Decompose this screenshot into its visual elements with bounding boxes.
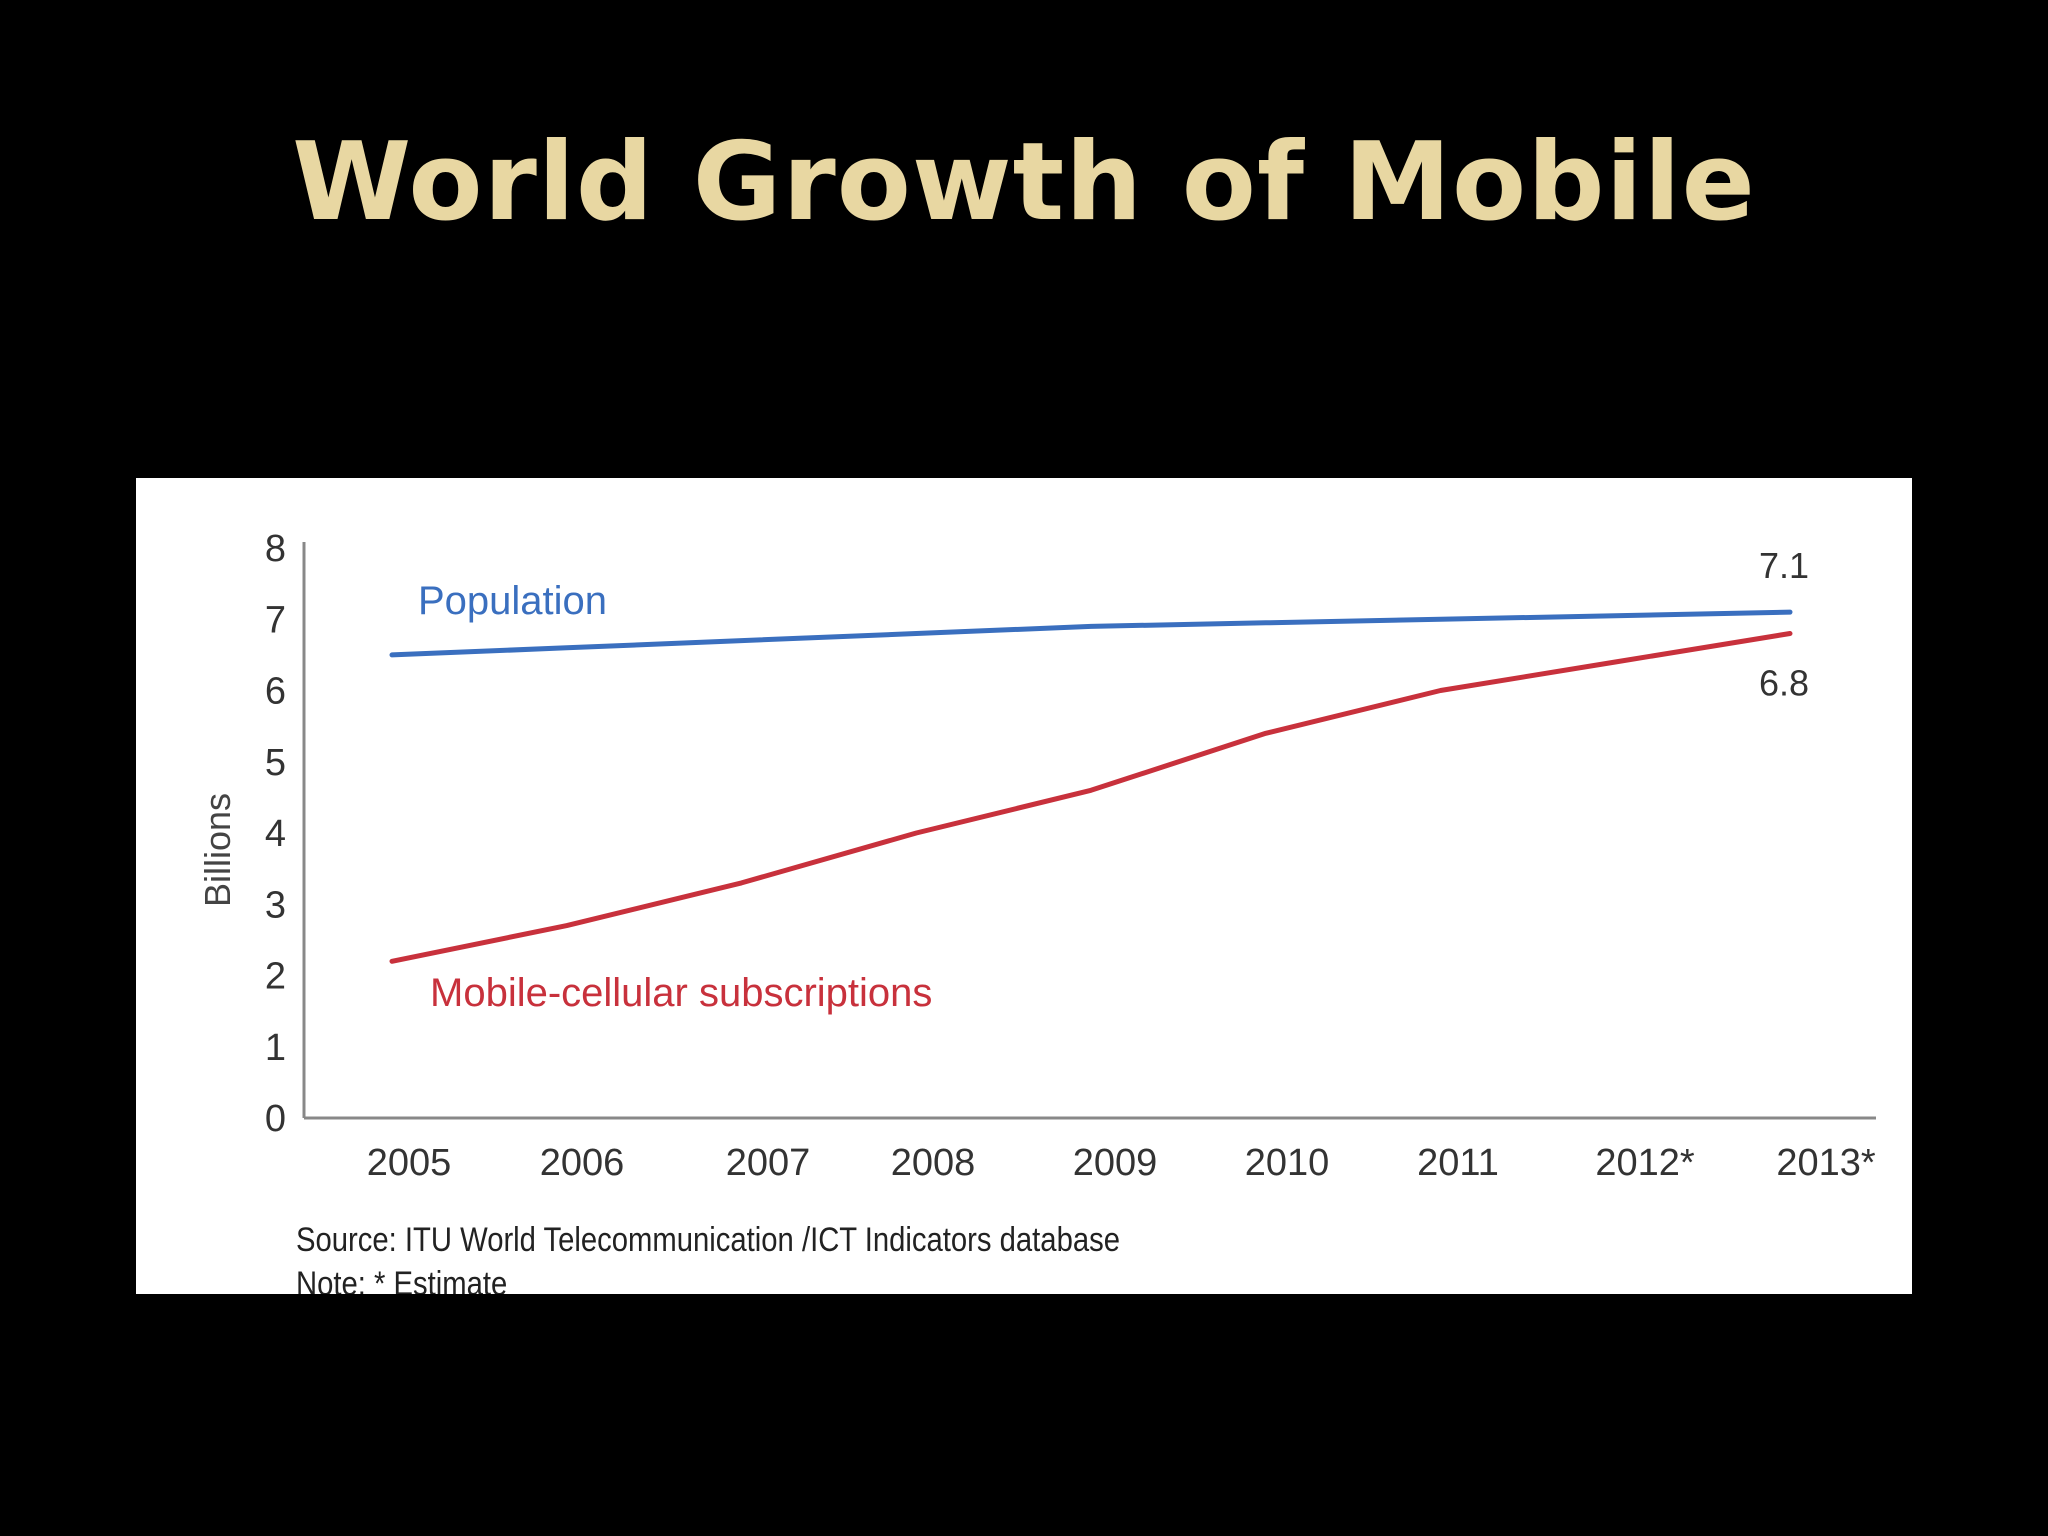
y-tick-label: 1 <box>265 1027 286 1069</box>
y-axis-title: Billions <box>197 793 238 907</box>
x-tick-label: 2006 <box>540 1142 625 1184</box>
population-line <box>389 609 1793 658</box>
x-tick-label: 2008 <box>891 1142 976 1184</box>
y-tick-label: 5 <box>265 742 286 784</box>
slide-title: World Growth of Mobile <box>292 120 1756 245</box>
y-tick-label: 3 <box>265 884 286 926</box>
value-annotation: 7.1 <box>1759 545 1809 586</box>
note-line: Note: * Estimate <box>296 1265 508 1294</box>
y-tick-label: 6 <box>265 671 286 713</box>
x-tick-label: 2013* <box>1776 1142 1876 1184</box>
y-tick-label: 8 <box>265 528 286 570</box>
y-tick-label: 0 <box>265 1098 286 1140</box>
y-tick-label: 7 <box>265 599 286 641</box>
y-tick-labels: 0 1 2 3 4 5 6 7 8 <box>265 528 286 1140</box>
y-tick-label: 2 <box>265 956 286 998</box>
source-line: Source: ITU World Telecommunication /ICT… <box>296 1221 1120 1259</box>
chart-axes <box>302 542 1876 1120</box>
x-tick-label: 2011 <box>1417 1142 1499 1184</box>
x-tick-label: 2005 <box>367 1142 452 1184</box>
series-label-subscriptions: Mobile-cellular subscriptions <box>430 971 932 1015</box>
subscriptions-line <box>389 631 1793 964</box>
value-annotation: 6.8 <box>1759 663 1809 704</box>
series-label-population: Population <box>418 579 607 623</box>
x-tick-label: 2010 <box>1245 1142 1330 1184</box>
series-labels: Population Mobile-cellular subscriptions 7… <box>418 545 1809 1015</box>
x-tick-label: 2012* <box>1595 1142 1695 1184</box>
series-lines <box>389 609 1793 964</box>
x-tick-label: 2007 <box>726 1142 811 1184</box>
source-note: Source: ITU World Telecommunication /ICT… <box>296 1218 1120 1294</box>
x-tick-label: 2009 <box>1073 1142 1158 1184</box>
x-tick-labels: 2005 2006 2007 2008 2009 2010 2011 2012* 2013* <box>367 1142 1876 1184</box>
y-tick-label: 4 <box>265 813 286 855</box>
